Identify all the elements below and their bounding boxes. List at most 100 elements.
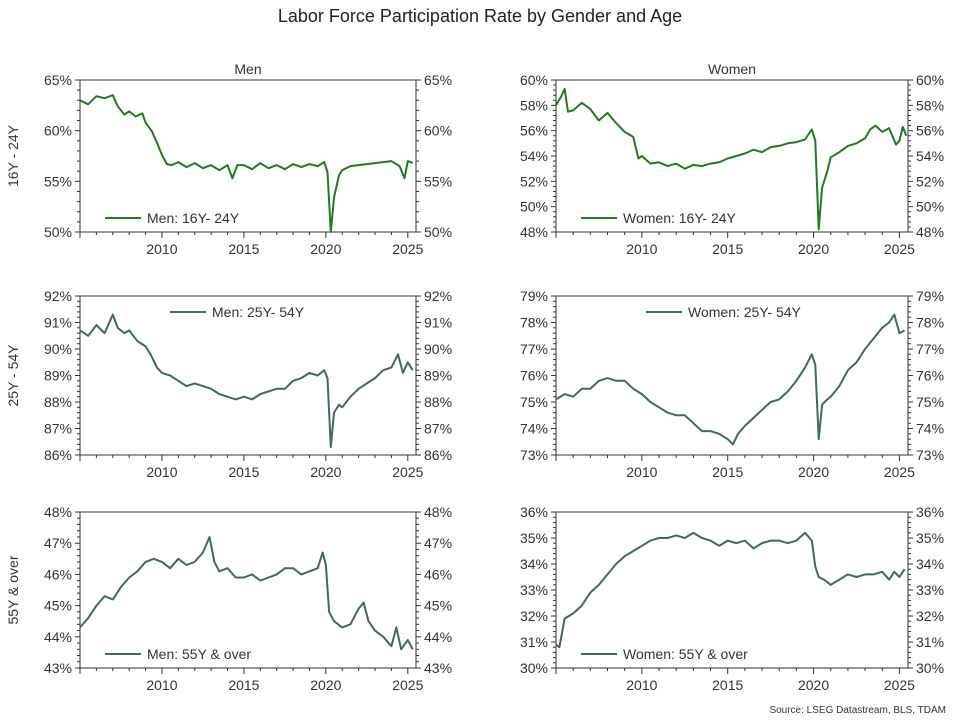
y-tick-label-right: 73% xyxy=(916,447,944,463)
legend-label: Men: 25Y- 54Y xyxy=(212,304,305,320)
series-line xyxy=(555,313,906,446)
y-tick-label-right: 91% xyxy=(424,315,452,331)
y-tick-label-left: 35% xyxy=(520,530,548,546)
y-tick-label-right: 35% xyxy=(916,530,944,546)
y-tick-label-left: 75% xyxy=(520,394,548,410)
y-tick-label-left: 46% xyxy=(44,566,72,582)
y-tick-label-right: 75% xyxy=(916,394,944,410)
y-tick-label-left: 74% xyxy=(520,421,548,437)
y-tick-label-right: 56% xyxy=(916,123,944,139)
x-tick-label: 2010 xyxy=(146,677,177,693)
row-label: 25Y - 54Y xyxy=(5,344,21,407)
y-tick-label-left: 33% xyxy=(520,582,548,598)
y-tick-label-right: 88% xyxy=(424,394,452,410)
y-tick-label-left: 30% xyxy=(520,660,548,676)
y-tick-label-left: 76% xyxy=(520,368,548,384)
y-tick-label-left: 32% xyxy=(520,608,548,624)
x-tick-label: 2025 xyxy=(884,464,915,480)
x-tick-label: 2020 xyxy=(310,677,341,693)
y-tick-label-right: 30% xyxy=(916,660,944,676)
x-tick-label: 2020 xyxy=(310,241,341,257)
y-tick-label-left: 91% xyxy=(44,315,72,331)
y-tick-label-right: 65% xyxy=(424,72,452,88)
y-tick-label-right: 32% xyxy=(916,608,944,624)
source-note: Source: LSEG Datastream, BLS, TDAM xyxy=(769,705,946,716)
y-tick-label-right: 45% xyxy=(424,598,452,614)
y-tick-label-left: 79% xyxy=(520,288,548,304)
y-tick-label-right: 48% xyxy=(916,224,944,240)
y-tick-label-right: 36% xyxy=(916,504,944,520)
y-tick-label-right: 33% xyxy=(916,582,944,598)
y-tick-label-left: 88% xyxy=(44,394,72,410)
y-tick-label-right: 52% xyxy=(916,173,944,189)
y-tick-label-left: 54% xyxy=(520,148,548,164)
series-line xyxy=(555,87,908,231)
y-tick-label-left: 47% xyxy=(44,535,72,551)
y-tick-label-right: 50% xyxy=(916,199,944,215)
y-tick-label-right: 74% xyxy=(916,421,944,437)
y-tick-label-right: 77% xyxy=(916,341,944,357)
y-tick-label-right: 87% xyxy=(424,421,452,437)
y-tick-label-right: 92% xyxy=(424,288,452,304)
y-tick-label-right: 60% xyxy=(424,123,452,139)
x-tick-label: 2010 xyxy=(146,464,177,480)
x-tick-label: 2015 xyxy=(228,241,259,257)
y-tick-label-left: 92% xyxy=(44,288,72,304)
y-tick-label-left: 87% xyxy=(44,421,72,437)
legend-label: Men: 16Y- 24Y xyxy=(147,210,240,226)
x-tick-label: 2020 xyxy=(798,464,829,480)
x-tick-label: 2015 xyxy=(228,464,259,480)
x-tick-label: 2010 xyxy=(626,677,657,693)
x-tick-label: 2015 xyxy=(712,464,743,480)
x-tick-label: 2025 xyxy=(392,464,423,480)
y-tick-label-right: 43% xyxy=(424,660,452,676)
y-tick-label-left: 60% xyxy=(44,123,72,139)
y-tick-label-right: 48% xyxy=(424,504,452,520)
x-tick-label: 2025 xyxy=(392,241,423,257)
y-tick-label-right: 44% xyxy=(424,629,452,645)
y-tick-label-left: 43% xyxy=(44,660,72,676)
y-tick-label-left: 77% xyxy=(520,341,548,357)
y-tick-label-right: 86% xyxy=(424,447,452,463)
row-label: 55Y & over xyxy=(5,555,21,624)
column-title-women: Women xyxy=(708,61,756,77)
plot-frame xyxy=(79,511,417,669)
x-tick-label: 2010 xyxy=(626,241,657,257)
y-tick-label-left: 45% xyxy=(44,598,72,614)
x-tick-label: 2010 xyxy=(626,464,657,480)
x-tick-label: 2025 xyxy=(392,677,423,693)
x-tick-label: 2010 xyxy=(146,241,177,257)
y-tick-label-right: 54% xyxy=(916,148,944,164)
y-tick-label-left: 52% xyxy=(520,173,548,189)
x-tick-label: 2025 xyxy=(884,241,915,257)
plot-frame xyxy=(79,79,417,233)
legend-label: Women: 16Y- 24Y xyxy=(623,210,737,226)
y-tick-label-left: 48% xyxy=(44,504,72,520)
y-tick-label-right: 90% xyxy=(424,341,452,357)
y-tick-label-right: 50% xyxy=(424,224,452,240)
y-tick-label-right: 34% xyxy=(916,556,944,572)
y-tick-label-left: 58% xyxy=(520,97,548,113)
y-tick-label-right: 89% xyxy=(424,368,452,384)
x-tick-label: 2015 xyxy=(712,677,743,693)
legend-label: Men: 55Y & over xyxy=(147,646,251,662)
x-tick-label: 2015 xyxy=(712,241,743,257)
x-tick-label: 2020 xyxy=(310,464,341,480)
y-tick-label-left: 89% xyxy=(44,368,72,384)
y-tick-label-left: 50% xyxy=(520,199,548,215)
legend-label: Women: 55Y & over xyxy=(623,646,748,662)
y-tick-label-left: 36% xyxy=(520,504,548,520)
x-tick-label: 2020 xyxy=(798,241,829,257)
chart-title: Labor Force Participation Rate by Gender… xyxy=(277,6,683,26)
y-tick-label-left: 90% xyxy=(44,341,72,357)
y-tick-label-left: 50% xyxy=(44,224,72,240)
y-tick-label-left: 56% xyxy=(520,123,548,139)
y-tick-label-left: 73% xyxy=(520,447,548,463)
series-line xyxy=(555,531,906,649)
